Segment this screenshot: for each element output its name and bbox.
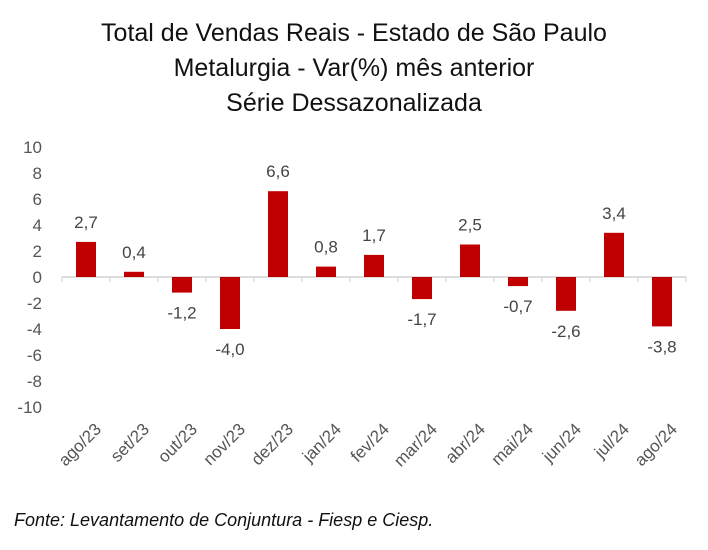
x-tick-label: mai/24	[488, 420, 538, 470]
chart-title-line-2: Metalurgia - Var(%) mês anterior	[173, 54, 535, 82]
data-label: -3,8	[647, 337, 676, 356]
x-tick-label: ago/24	[631, 420, 681, 470]
data-label: 0,4	[122, 243, 146, 262]
bar	[76, 241, 96, 277]
data-label: 2,5	[458, 216, 482, 235]
bar	[220, 277, 240, 329]
y-tick-label: 0	[33, 268, 42, 287]
bar	[412, 277, 432, 300]
y-tick-label: -2	[27, 294, 42, 313]
bar	[604, 232, 624, 277]
bar	[652, 277, 672, 327]
data-label: 6,6	[266, 162, 290, 181]
x-tick-label: jun/24	[538, 420, 585, 467]
bar	[124, 271, 144, 277]
y-tick-label: 10	[23, 138, 42, 157]
data-label: -1,7	[407, 310, 436, 329]
y-tick-label: 6	[33, 190, 42, 209]
data-label: 3,4	[602, 204, 626, 223]
bar	[460, 244, 480, 277]
y-tick-label: -4	[27, 320, 42, 339]
data-label: -0,7	[503, 297, 532, 316]
bar	[508, 277, 528, 287]
x-tick-label: abr/24	[442, 420, 490, 468]
y-tick-label: -6	[27, 346, 42, 365]
source-note: Fonte: Levantamento de Conjuntura - Fies…	[14, 510, 434, 530]
chart-title-line-3: Série Dessazonalizada	[226, 89, 482, 117]
x-tick-label: jan/24	[298, 420, 345, 467]
data-label: -2,6	[551, 322, 580, 341]
y-tick-label: -8	[27, 372, 42, 391]
data-label: -4,0	[215, 340, 244, 359]
x-tick-label: dez/23	[248, 420, 298, 470]
x-tick-label: nov/23	[200, 420, 250, 470]
x-tick-label: jul/24	[590, 420, 633, 463]
x-tick-label: mar/24	[390, 420, 441, 471]
chart-title: Total de Vendas Reais - Estado de São Pa…	[0, 16, 708, 121]
y-tick-label: -10	[17, 398, 42, 417]
x-tick-label: set/23	[107, 420, 153, 466]
x-tick-label: fev/24	[347, 420, 393, 466]
data-label: 1,7	[362, 226, 386, 245]
bar	[556, 277, 576, 311]
data-label: -1,2	[167, 304, 196, 323]
bar	[364, 254, 384, 277]
x-tick-label: out/23	[154, 420, 201, 467]
y-tick-label: 8	[33, 164, 42, 183]
data-label: 2,7	[74, 213, 98, 232]
bar	[268, 191, 288, 277]
y-tick-label: 4	[33, 216, 42, 235]
bar	[172, 277, 192, 293]
bar	[316, 266, 336, 277]
data-label: 0,8	[314, 238, 338, 257]
x-tick-label: ago/23	[55, 420, 105, 470]
y-tick-label: 2	[33, 242, 42, 261]
chart-title-line-1: Total de Vendas Reais - Estado de São Pa…	[101, 19, 607, 47]
